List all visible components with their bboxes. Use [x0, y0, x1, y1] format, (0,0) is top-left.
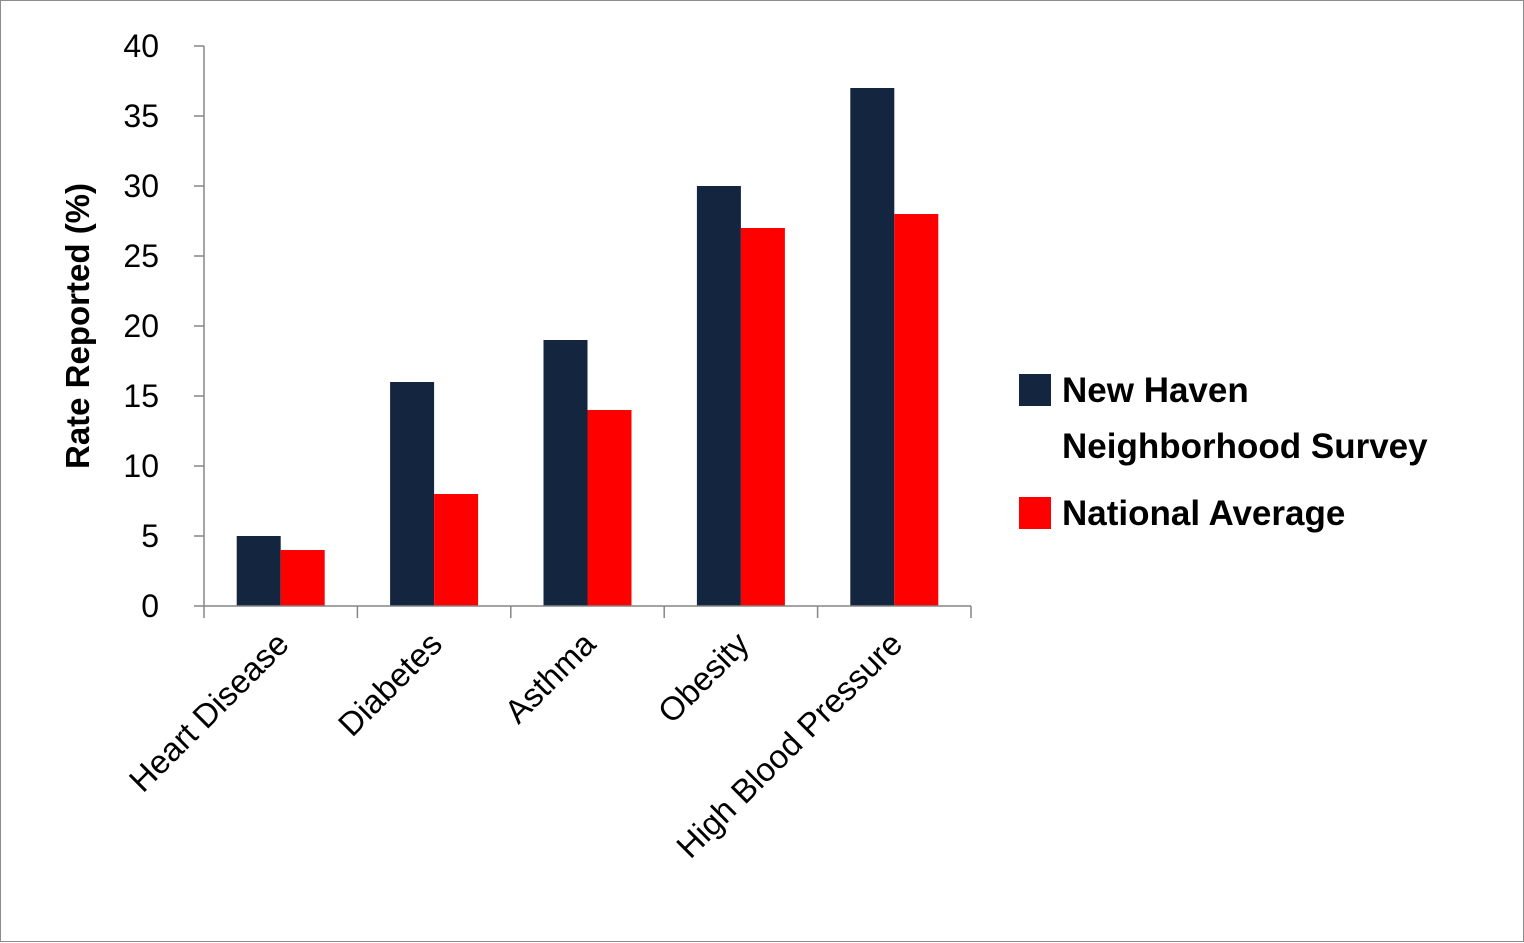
- x-category-label-0: Heart Disease: [122, 625, 296, 799]
- y-tick-label-25: 25: [123, 238, 159, 274]
- y-tick-label-5: 5: [141, 518, 159, 554]
- bar-national-average-1: [434, 494, 479, 606]
- bar-national-average-2: [587, 410, 632, 606]
- y-tick-label-30: 30: [123, 168, 159, 204]
- y-tick-label-10: 10: [123, 448, 159, 484]
- y-axis-title: Rate Reported (%): [59, 183, 96, 469]
- x-category-label-3: Obesity: [651, 624, 757, 730]
- y-tick-label-35: 35: [123, 98, 159, 134]
- legend-label-1-0: National Average: [1062, 494, 1345, 533]
- legend-swatch-1: [1019, 497, 1051, 529]
- bar-new-haven-4: [850, 88, 895, 606]
- bar-new-haven-2: [543, 340, 588, 606]
- bar-new-haven-3: [696, 186, 741, 606]
- y-tick-label-0: 0: [141, 588, 159, 624]
- bar-national-average-3: [740, 228, 785, 606]
- legend-label-0-0: New Haven: [1062, 371, 1249, 410]
- bar-new-haven-0: [236, 536, 281, 606]
- x-category-label-2: Asthma: [497, 624, 603, 730]
- legend-swatch-0: [1019, 374, 1051, 406]
- bar-national-average-0: [280, 550, 325, 606]
- y-tick-label-15: 15: [123, 378, 159, 414]
- bar-national-average-4: [894, 214, 939, 606]
- x-category-label-1: Diabetes: [331, 625, 449, 743]
- bar-new-haven-1: [390, 382, 435, 606]
- legend-label-0-1: Neighborhood Survey: [1062, 427, 1428, 466]
- y-tick-label-20: 20: [123, 308, 159, 344]
- y-tick-label-40: 40: [123, 28, 159, 64]
